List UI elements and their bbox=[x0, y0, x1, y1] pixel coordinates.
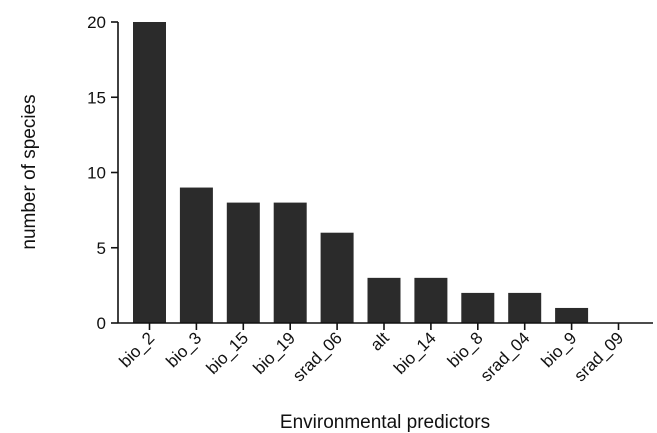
x-tick-label: bio_14 bbox=[390, 328, 440, 378]
bars bbox=[133, 22, 589, 323]
bar-bio_9 bbox=[555, 307, 589, 323]
bar-srad_06 bbox=[320, 232, 354, 323]
x-axis-title: Environmental predictors bbox=[280, 412, 490, 433]
x-tick-label: srad_04 bbox=[477, 328, 534, 385]
bar-bio_2 bbox=[133, 22, 166, 323]
x-tick-label: bio_15 bbox=[203, 328, 253, 378]
y-tick-label: 5 bbox=[97, 239, 106, 258]
bar-srad_04 bbox=[508, 292, 542, 323]
bar-alt bbox=[367, 277, 401, 323]
y-axis-title: number of species bbox=[19, 94, 40, 249]
x-tick-label: alt bbox=[367, 328, 393, 354]
x-tick-label: bio_9 bbox=[538, 328, 581, 371]
bar-bio_19 bbox=[273, 202, 307, 323]
bar-bio_8 bbox=[461, 292, 495, 323]
x-tick-label: srad_09 bbox=[570, 328, 627, 385]
y-tick-label: 20 bbox=[87, 13, 106, 32]
x-tick-label: bio_8 bbox=[444, 328, 487, 371]
x-tick-label: bio_2 bbox=[115, 328, 158, 371]
bar-bio_14 bbox=[414, 277, 448, 323]
y-tick-label: 15 bbox=[87, 88, 106, 107]
x-tick-label: bio_3 bbox=[162, 328, 205, 371]
y-tick-label: 10 bbox=[87, 164, 106, 183]
bar-bio_3 bbox=[179, 187, 213, 323]
x-tick-label: srad_06 bbox=[289, 328, 346, 385]
y-tick-label: 0 bbox=[97, 314, 106, 333]
bar-bio_15 bbox=[226, 202, 260, 323]
y-axis: 0 5 10 15 20 bbox=[87, 13, 119, 333]
